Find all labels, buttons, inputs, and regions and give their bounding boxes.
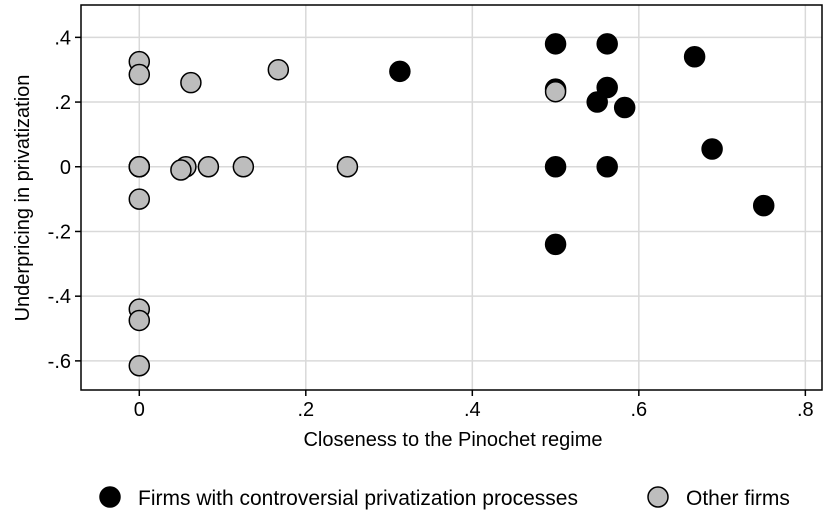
legend: Firms with controversial privatization p…	[99, 486, 790, 510]
legend-label-other: Other firms	[686, 487, 790, 510]
legend-marker-other	[647, 486, 669, 508]
grid-layer	[81, 5, 822, 390]
x-tick-label: 0	[134, 399, 145, 421]
point-controversial	[586, 91, 608, 113]
point-other	[232, 156, 255, 178]
y-axis-title: Underpricing in privatization	[12, 75, 34, 322]
x-tick-label: .8	[797, 399, 814, 421]
y-tick-label: .4	[54, 27, 71, 49]
point-controversial	[544, 33, 567, 55]
point-controversial	[613, 96, 636, 119]
point-other	[197, 156, 220, 178]
point-controversial	[701, 138, 723, 160]
point-other	[267, 58, 290, 81]
point-other	[128, 188, 151, 210]
point-controversial	[544, 233, 567, 256]
point-other	[170, 159, 192, 181]
point-controversial	[389, 60, 411, 83]
x-tick-label: .4	[464, 399, 481, 421]
point-controversial	[752, 194, 775, 217]
point-controversial	[596, 76, 618, 99]
point-other	[336, 156, 359, 178]
x-tick-label: .2	[297, 399, 314, 421]
y-tick-label: -.4	[48, 286, 71, 308]
point-other	[128, 63, 151, 86]
x-axis-title: Closeness to the Pinochet regime	[303, 429, 602, 451]
y-tick-label: 0	[60, 157, 71, 179]
point-other	[128, 309, 151, 332]
point-other	[544, 80, 567, 103]
point-controversial	[596, 33, 618, 55]
point-other	[180, 71, 202, 94]
y-tick-label: -.2	[48, 221, 71, 243]
tick-layer: 0 .2 .4 .6 .8 .4 .2 0 -.2 -.4 -.6	[48, 27, 814, 421]
point-controversial	[596, 156, 618, 178]
legend-marker-controversial	[99, 486, 121, 508]
point-other	[128, 156, 151, 178]
point-controversial	[683, 46, 706, 68]
y-tick-label: -.6	[48, 351, 71, 373]
legend-label-controversial: Firms with controversial privatization p…	[138, 487, 578, 510]
x-tick-label: .6	[630, 399, 647, 421]
point-controversial	[544, 156, 567, 178]
point-layer	[128, 33, 775, 377]
point-other	[128, 354, 151, 377]
plot-frame	[80, 4, 823, 391]
y-tick-label: .2	[54, 92, 71, 114]
